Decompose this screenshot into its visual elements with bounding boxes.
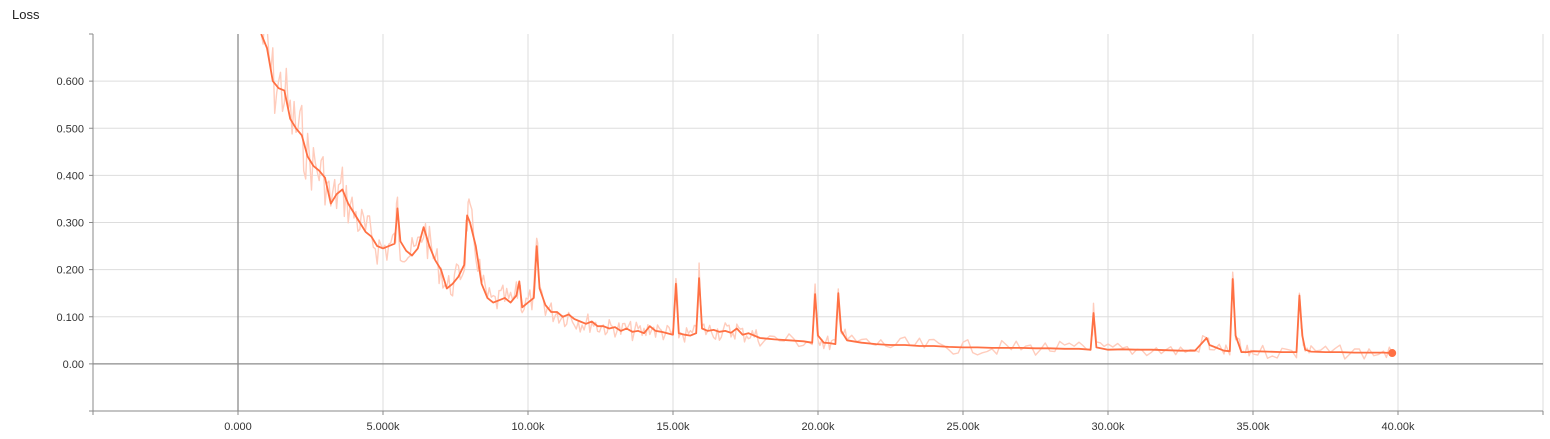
x-tick-label: 15.00k (656, 421, 690, 433)
y-tick-label: 0.200 (56, 265, 84, 277)
x-tick-label: 35.00k (1236, 421, 1270, 433)
smoothed-loss-line (260, 34, 1393, 354)
chart-title: Loss (12, 7, 40, 22)
x-tick-label: 25.00k (946, 421, 980, 433)
x-tick-label: 10.00k (511, 421, 545, 433)
x-tick-label: 20.00k (801, 421, 835, 433)
x-tick-label: 40.00k (1381, 421, 1415, 433)
y-tick-label: 0.300 (56, 218, 84, 230)
tick-labels: 0.000 5.000k 10.00k 15.00k 20.00k 25.00k 30.00… (56, 76, 1415, 433)
smoothed-series-layer (260, 34, 1397, 358)
y-tick-label: 0.00 (63, 359, 84, 371)
x-tick-label: 0.000 (224, 421, 252, 433)
y-tick-label: 0.600 (56, 76, 84, 88)
raw-series-layer (260, 34, 1393, 360)
last-point-marker (1388, 349, 1397, 358)
axes (89, 33, 1544, 415)
x-tick-label: 30.00k (1091, 421, 1125, 433)
y-tick-label: 0.400 (56, 170, 84, 182)
y-tick-label: 0.500 (56, 123, 84, 135)
y-tick-label: 0.100 (56, 312, 84, 324)
x-tick-label: 5.000k (366, 421, 400, 433)
grid (93, 34, 1544, 411)
raw-loss-line (260, 34, 1393, 360)
